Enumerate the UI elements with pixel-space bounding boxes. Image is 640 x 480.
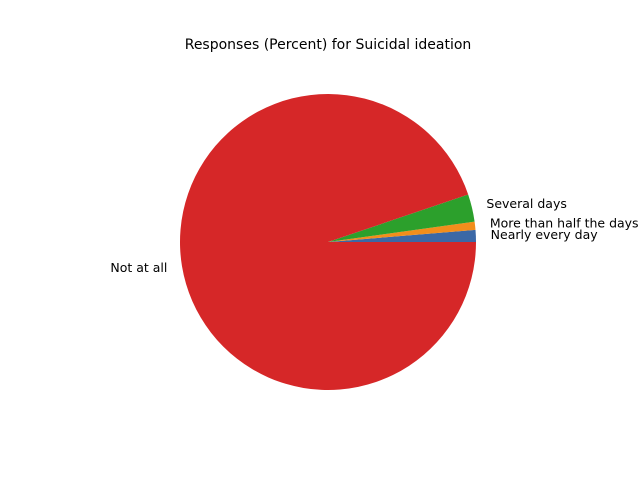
pie-slice-2 [328, 194, 475, 242]
chart-title: Responses (Percent) for Suicidal ideatio… [185, 37, 472, 53]
pie-label-0: Nearly every day [491, 227, 599, 242]
pie-slice-1 [328, 221, 476, 242]
pie-slice-0 [328, 229, 476, 242]
pie-label-2: Several days [486, 196, 566, 211]
pie-slice-3 [180, 94, 476, 391]
pie-label-1: More than half the days [490, 216, 639, 231]
pie-label-3: Not at all [110, 260, 167, 275]
pie-slices [180, 94, 476, 391]
